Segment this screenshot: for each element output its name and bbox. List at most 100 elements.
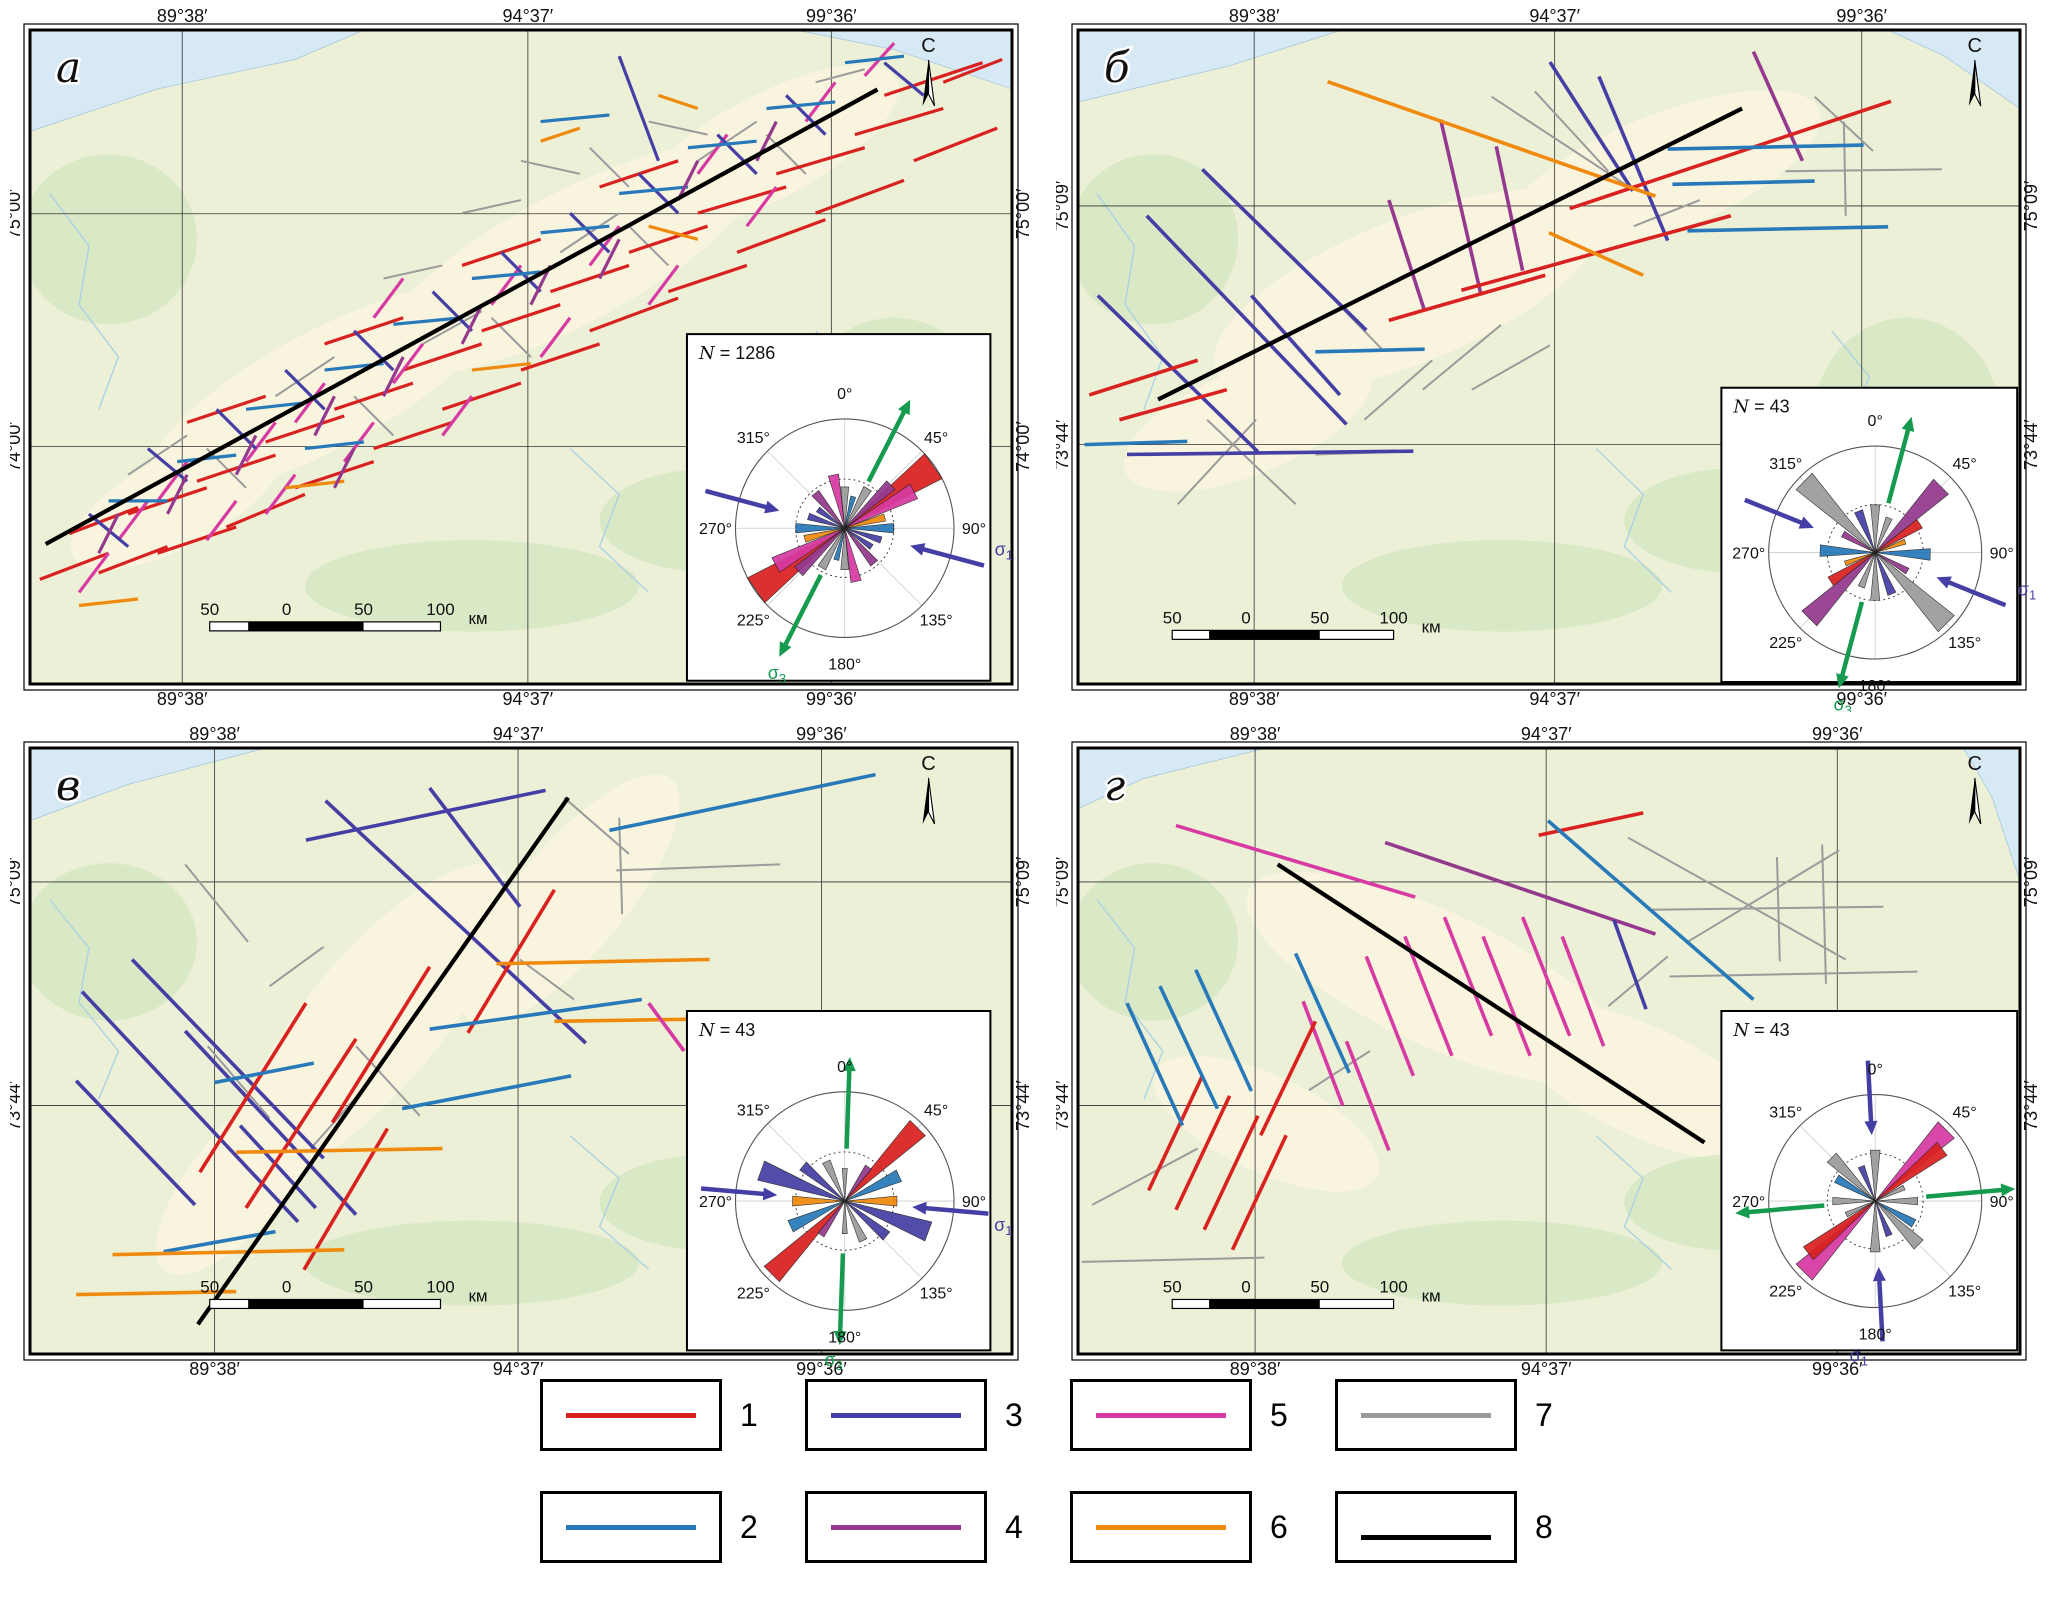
lineament [1842,121,1847,216]
lon-label-bottom: 89°38′ [189,1359,240,1379]
legend-item-7: 7 [1335,1378,1600,1452]
lineament [599,159,679,189]
lineament [1633,199,1701,228]
lineament [244,1037,358,1209]
lineament [206,1045,271,1119]
lineament [563,796,630,855]
lineament [324,316,404,346]
rose-petal [1875,518,1923,553]
lineament [330,965,432,1124]
lineament [616,863,781,872]
rose-petal [844,527,874,550]
map-svg-b: 89°38′ 89°38′ 94°37′ 94°37′ 99°36′ 99°36′ 75°0… [1056,6,2041,712]
rose-petal [771,527,845,573]
lon-label-bottom: 99°36′ [796,1359,847,1379]
lineament [441,395,474,437]
lineament [1546,819,1755,1001]
rose-tick-label: 45° [924,1103,948,1120]
lat-label-left: 73°44′ [1056,419,1072,470]
rose-n-label: N = 43 [1732,397,1789,418]
rose-petal [803,527,845,543]
lineament [1813,95,1874,152]
scale-unit: км [1422,617,1441,636]
rose-tick-label: 45° [1953,456,1977,473]
lineament [1775,857,1781,962]
scale-label: 50 [200,1277,219,1296]
lineament [1548,231,1644,277]
rose-petal [811,489,845,529]
rose-petal [844,523,894,534]
main-fault [44,87,879,546]
lineament [1403,935,1454,1057]
lineament [589,296,679,333]
lineament [736,218,826,254]
lon-label-top: 94°37′ [1529,6,1580,26]
legend-item-6: 6 [1070,1490,1335,1564]
lineament [333,381,414,411]
rose-n-label: N = 1286 [698,343,775,364]
lon-label-bottom: 89°38′ [1229,689,1280,709]
scale-label: 50 [1310,1277,1329,1296]
rose-tick-label: 90° [962,521,986,538]
rose-tick-label: 180° [1859,678,1892,695]
lineament [1667,143,1864,151]
lon-label-bottom: 89°38′ [157,689,208,709]
legend-number-1: 1 [740,1396,758,1433]
rose-petal [787,1200,845,1233]
legend-line-6 [1095,1525,1227,1530]
rose-petal [1874,552,1955,633]
lineament [471,270,541,281]
lineament [196,453,277,483]
rose-petal [1870,552,1881,601]
rose-tick-label: 270° [699,521,732,538]
lineament [431,290,474,332]
lat-label-right: 75°09′ [2021,180,2041,231]
rose-petal [844,1200,868,1243]
lineament [883,61,984,97]
lineament [293,382,326,424]
panel-letter: в [56,761,80,810]
legend-number-4: 4 [1005,1508,1023,1545]
lineament [1490,95,1629,188]
lat-label-left: 75°09′ [1056,180,1072,231]
rose-tick-label: 270° [699,1194,732,1211]
lineament [353,395,395,437]
legend-swatch-1 [540,1379,722,1451]
rose-petal [1834,1174,1876,1202]
lineament [422,310,483,345]
lineament [540,113,610,124]
legend-swatch-5 [1070,1379,1252,1451]
rose-petal [1874,516,1893,553]
rose-petal [799,1161,845,1202]
lat-label-left: 73°44′ [1056,1080,1072,1131]
lineament [648,224,699,241]
lineament [520,342,601,372]
rose-tick-label: 225° [1769,635,1802,652]
rose-petal [1854,509,1876,553]
rose-tick-label: 270° [1732,1194,1765,1211]
lat-label-right: 75°09′ [2021,856,2041,907]
lineament [1301,1000,1345,1107]
rose-tick-label: 45° [924,430,948,447]
lineament [1175,823,1416,899]
lineament [1145,214,1348,426]
legend-item-5: 5 [1070,1378,1335,1452]
lineament [1751,50,1805,162]
lineament [628,224,709,254]
coordinate-labels: 89°38′ 89°38′ 94°37′ 94°37′ 99°36′ 99°36′ 75°0… [10,6,1032,709]
legend-item-2: 2 [540,1490,805,1564]
rose-petal [1869,1149,1881,1202]
north-label: С [921,35,935,57]
legend-number-6: 6 [1270,1508,1288,1545]
lineament [1785,168,1942,173]
lon-label-bottom: 99°36′ [1836,689,1887,709]
legend-line-5 [1095,1413,1227,1418]
scale-unit: км [1422,1286,1441,1305]
lineament [117,499,150,542]
lineaments [1081,811,1918,1263]
lineament [1534,90,1610,172]
lineament [1206,419,1297,505]
rose-tick-label: 315° [737,1103,770,1120]
rose-petal [1874,1200,1893,1238]
lineament [234,434,258,476]
